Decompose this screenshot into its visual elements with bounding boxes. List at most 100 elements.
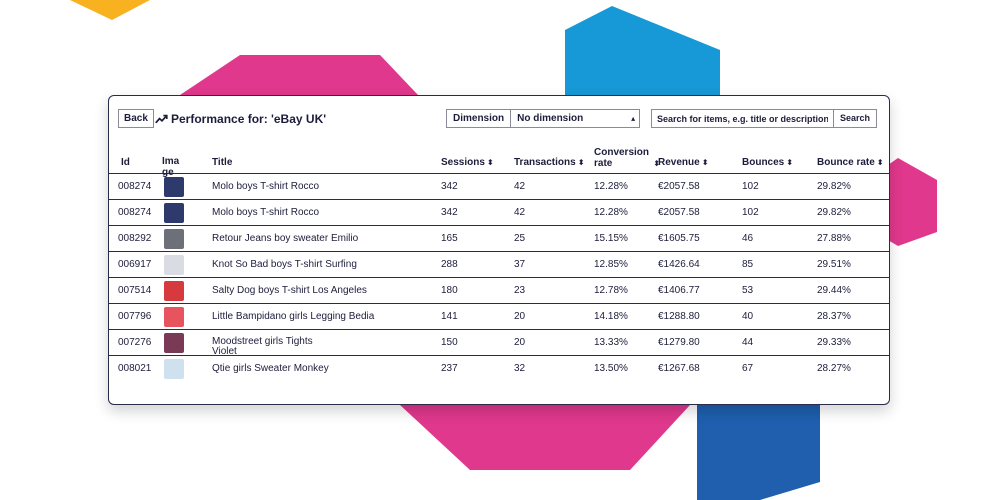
page-title: Performance for: 'eBay UK' (171, 111, 327, 126)
dimension-group: Dimension No dimension ▴ (446, 109, 641, 128)
row-bounces: 44 (742, 337, 754, 348)
row-id: 008292 (118, 233, 152, 244)
row-revenue: €1605.75 (658, 233, 700, 244)
sort-icon[interactable]: ⬍ (486, 158, 494, 167)
row-revenue: €2057.58 (658, 181, 700, 192)
row-title: Salty Dog boys T-shirt Los Angeles (212, 285, 367, 296)
blue-hexagon (565, 6, 720, 95)
row-revenue: €1288.80 (658, 311, 700, 322)
row-transactions: 37 (514, 259, 526, 270)
row-bounces: 85 (742, 259, 754, 270)
blue-block (697, 405, 820, 500)
performance-table: Id Image Title Sessions ⬍ Transactions ⬍ C… (109, 144, 889, 382)
row-bounces: 102 (742, 181, 759, 192)
row-id: 007276 (118, 337, 152, 348)
dimension-select[interactable]: No dimension ▴ (511, 110, 639, 127)
row-bounce-rate: 29.51% (817, 259, 851, 270)
row-bounce-rate: 29.33% (817, 337, 851, 348)
search-input[interactable] (652, 110, 834, 127)
row-id: 008021 (118, 363, 152, 374)
product-thumbnail (164, 281, 184, 301)
row-conversion-rate: 12.28% (594, 181, 628, 192)
row-id: 007796 (118, 311, 152, 322)
title-wrap: Performance for: 'eBay UK' (155, 109, 326, 128)
header-title[interactable]: Title (212, 157, 233, 168)
row-transactions: 32 (514, 363, 526, 374)
table-row[interactable]: 008274 Molo boys T-shirt Rocco 342 42 12.28%… (109, 200, 889, 226)
row-title: Knot So Bad boys T-shirt Surfing (212, 259, 357, 270)
row-conversion-rate: 12.85% (594, 259, 628, 270)
table-row[interactable]: 008274 Molo boys T-shirt Rocco 342 42 12.28%… (109, 174, 889, 200)
row-conversion-rate: 13.33% (594, 337, 628, 348)
row-title: Molo boys T-shirt Rocco (212, 181, 320, 192)
row-transactions: 25 (514, 233, 526, 244)
sort-icon[interactable]: ⬍ (701, 158, 709, 167)
row-conversion-rate: 12.28% (594, 207, 628, 218)
product-thumbnail (164, 255, 184, 275)
row-id: 006917 (118, 259, 152, 270)
product-thumbnail (164, 177, 184, 197)
sort-icon[interactable]: ⬍ (786, 158, 793, 167)
pink-hexagon-bottom (400, 405, 690, 470)
header-bounce-rate[interactable]: Bounce rate ⬍ (817, 157, 884, 168)
table-row[interactable]: 007276 Moodstreet girls Tights Violet 150 20… (109, 330, 889, 357)
header-transactions[interactable]: Transactions ⬍ (514, 157, 585, 168)
table-row[interactable]: 007796 Little Bampidano girls Legging Bed… (109, 304, 889, 330)
dimension-value: No dimension (517, 113, 584, 124)
product-thumbnail (164, 229, 184, 249)
row-revenue: €1279.80 (658, 337, 700, 348)
row-bounces: 53 (742, 285, 754, 296)
row-revenue: €1267.68 (658, 363, 700, 374)
row-sessions: 180 (441, 285, 458, 296)
header-image: Image (162, 156, 180, 178)
row-conversion-rate: 15.15% (594, 233, 628, 244)
row-bounce-rate: 28.27% (817, 363, 851, 374)
header-revenue[interactable]: Revenue ⬍ (658, 157, 709, 168)
header-id[interactable]: Id (121, 157, 130, 168)
row-title-line: Violet (212, 346, 237, 357)
row-sessions: 342 (441, 207, 458, 218)
table-row[interactable]: 008292 Retour Jeans boy sweater Emilio 165… (109, 226, 889, 252)
header-bounces[interactable]: Bounces ⬍ (742, 157, 793, 168)
row-bounces: 67 (742, 363, 754, 374)
trending-up-icon (155, 114, 168, 123)
table-row[interactable]: 008021 Qtie girls Sweater Monkey 237 32 13.5… (109, 356, 889, 382)
row-conversion-rate: 14.18% (594, 311, 628, 322)
sort-icon[interactable]: ⬍ (653, 159, 660, 168)
row-conversion-rate: 13.50% (594, 363, 628, 374)
row-bounce-rate: 29.44% (817, 285, 851, 296)
table-row[interactable]: 006917 Knot So Bad boys T-shirt Surfing 28… (109, 252, 889, 278)
search-button[interactable]: Search (834, 110, 877, 127)
back-button[interactable]: Back (118, 109, 154, 128)
pink-hexagon (180, 55, 418, 95)
product-thumbnail (164, 203, 184, 223)
row-sessions: 342 (441, 181, 458, 192)
row-id: 008274 (118, 181, 152, 192)
sort-icon[interactable]: ⬍ (876, 158, 884, 167)
row-title: Moodstreet girls Tights Violet (212, 337, 362, 357)
table-row[interactable]: 007514 Salty Dog boys T-shirt Los Angeles… (109, 278, 889, 304)
row-id: 007514 (118, 285, 152, 296)
header-conversion-rate[interactable]: Conversion rate ⬍ (594, 147, 660, 169)
row-transactions: 42 (514, 181, 526, 192)
product-thumbnail (164, 307, 184, 327)
sort-icon[interactable]: ⬍ (577, 158, 585, 167)
dimension-label: Dimension (447, 110, 512, 127)
row-transactions: 20 (514, 311, 526, 322)
table-body: 008274 Molo boys T-shirt Rocco 342 42 12.28%… (109, 174, 889, 382)
row-title: Molo boys T-shirt Rocco (212, 207, 320, 218)
select-arrows-icon: ▴ (631, 114, 636, 123)
row-sessions: 141 (441, 311, 458, 322)
header-sessions[interactable]: Sessions ⬍ (441, 157, 494, 168)
row-sessions: 288 (441, 259, 458, 270)
row-revenue: €1426.64 (658, 259, 700, 270)
row-sessions: 150 (441, 337, 458, 348)
row-revenue: €2057.58 (658, 207, 700, 218)
row-bounce-rate: 29.82% (817, 181, 851, 192)
row-title-line: Moodstreet girls Tights (212, 336, 313, 347)
row-bounce-rate: 29.82% (817, 207, 851, 218)
performance-panel: Back Performance for: 'eBay UK' Dimensio… (108, 95, 890, 405)
row-bounce-rate: 27.88% (817, 233, 851, 244)
row-revenue: €1406.77 (658, 285, 700, 296)
